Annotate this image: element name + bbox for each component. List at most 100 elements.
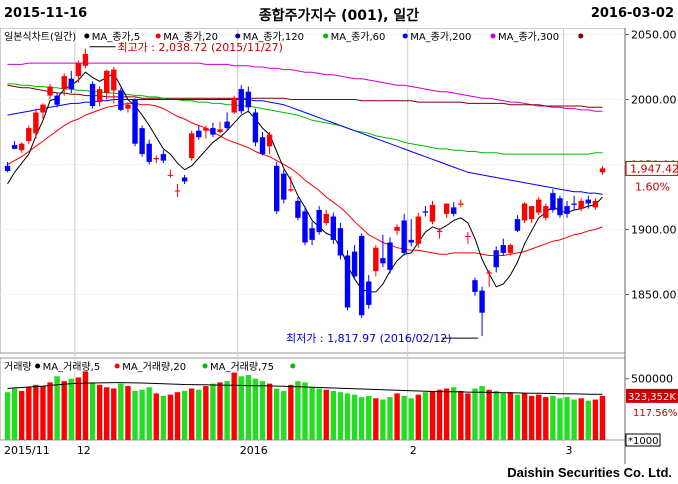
candle-body bbox=[238, 89, 244, 112]
volume-bar bbox=[288, 384, 294, 440]
candle-body bbox=[401, 220, 407, 253]
volume-bar bbox=[174, 392, 181, 440]
candle-body bbox=[210, 128, 216, 135]
stock-chart[interactable]: 2050.002000.001950.001900.001850.002015/… bbox=[0, 28, 678, 464]
volume-bar bbox=[54, 376, 60, 440]
volume-bar bbox=[316, 388, 322, 440]
volume-legend-swatch bbox=[114, 363, 120, 369]
last-volume-box bbox=[626, 388, 678, 403]
candle-body bbox=[422, 211, 429, 213]
price-legend-label: MA_종가,5 bbox=[92, 31, 140, 43]
volume-bar bbox=[387, 397, 393, 440]
candle-body bbox=[309, 228, 315, 240]
candle-body bbox=[323, 213, 329, 223]
volume-bar bbox=[281, 390, 287, 440]
candle-body bbox=[160, 154, 167, 161]
volume-bar bbox=[160, 395, 167, 440]
volume-bar bbox=[203, 386, 209, 440]
volume-bar bbox=[422, 392, 429, 440]
high-annotation: 최고가 : 2,038.72 (2015/11/27) bbox=[117, 41, 283, 54]
candle-body bbox=[196, 130, 202, 138]
volume-bar bbox=[96, 384, 103, 440]
candle-body bbox=[217, 129, 223, 132]
volume-bar bbox=[507, 392, 514, 440]
candle-body bbox=[408, 239, 414, 243]
volume-bar bbox=[323, 389, 329, 440]
candle-body bbox=[465, 236, 471, 237]
price-legend-swatch bbox=[402, 33, 408, 39]
chart-header: 2015-11-16 종합주가지수 (001), 일간 2016-03-02 bbox=[0, 0, 678, 28]
candle-body bbox=[188, 133, 195, 158]
candle-body bbox=[273, 165, 280, 212]
volume-bar bbox=[578, 398, 584, 440]
volume-bar bbox=[337, 392, 344, 440]
volume-bar bbox=[89, 382, 96, 440]
volume-bar bbox=[217, 382, 223, 440]
candle-body bbox=[578, 200, 584, 209]
candle-body bbox=[543, 206, 549, 218]
volume-bar bbox=[40, 386, 46, 440]
volume-bar bbox=[75, 377, 82, 440]
volume-bar bbox=[330, 390, 337, 440]
volume-bar bbox=[132, 390, 138, 440]
price-legend-label: 일본식차트(일간) bbox=[4, 31, 76, 43]
candle-body bbox=[550, 193, 556, 210]
volume-bar bbox=[358, 397, 365, 440]
volume-bar bbox=[259, 381, 266, 440]
candle-body bbox=[337, 228, 344, 256]
candle-body bbox=[451, 207, 457, 214]
volume-bar bbox=[245, 375, 252, 440]
volume-bar bbox=[401, 395, 407, 440]
last-price-box bbox=[625, 160, 678, 176]
candle-body bbox=[443, 203, 450, 214]
price-tick-label: 2050.00 bbox=[631, 29, 677, 42]
volume-bar bbox=[373, 398, 379, 440]
candle-body bbox=[592, 200, 599, 208]
volume-tick-label: 500000 bbox=[631, 373, 673, 386]
price-legend-label: MA_종가,60 bbox=[331, 31, 386, 43]
candle-body bbox=[557, 198, 563, 216]
volume-bar bbox=[181, 390, 188, 440]
candle-body bbox=[429, 204, 436, 222]
candle-body bbox=[11, 145, 18, 149]
volume-bar bbox=[252, 378, 259, 440]
x-tick-label: 2015/11 bbox=[4, 444, 50, 457]
candle-body bbox=[415, 216, 422, 244]
volume-bar bbox=[302, 382, 308, 440]
price-tick-label: 2000.00 bbox=[631, 94, 677, 107]
volume-legend-label: MA_거래량,75 bbox=[210, 361, 274, 373]
price-legend-label: MA_종가,200 bbox=[410, 31, 471, 43]
candle-body bbox=[472, 280, 478, 292]
candle-body bbox=[174, 190, 181, 192]
candle-body bbox=[224, 121, 230, 129]
volume-bar bbox=[493, 390, 499, 440]
last-ratio-label: 117.56% bbox=[633, 408, 678, 419]
candle-body bbox=[528, 206, 535, 220]
volume-bar bbox=[139, 389, 145, 440]
candle-body bbox=[104, 70, 110, 93]
volume-legend-label: MA_거래량,20 bbox=[122, 361, 186, 373]
last-volume-label: 323,352K bbox=[628, 392, 676, 403]
ma120-line bbox=[7, 84, 603, 108]
volume-legend-swatch bbox=[35, 363, 41, 369]
volume-bar bbox=[118, 383, 124, 440]
candle-body bbox=[231, 98, 237, 113]
candle-body bbox=[500, 245, 506, 253]
candle-body bbox=[564, 206, 570, 214]
candle-body bbox=[54, 95, 60, 105]
volume-bar bbox=[47, 382, 53, 440]
volume-bar bbox=[436, 389, 443, 440]
candle-body bbox=[40, 104, 46, 113]
volume-bar bbox=[224, 381, 230, 440]
volume-bar bbox=[196, 389, 202, 440]
volume-bar bbox=[443, 388, 450, 440]
candle-body bbox=[387, 242, 393, 270]
candle-body bbox=[521, 203, 528, 221]
volume-bar bbox=[592, 399, 599, 440]
price-legend-swatch bbox=[578, 33, 584, 39]
candle-body bbox=[47, 86, 53, 96]
volume-bar bbox=[273, 388, 280, 440]
volume-bar bbox=[408, 398, 414, 440]
start-date: 2015-11-16 bbox=[4, 6, 88, 21]
volume-bar bbox=[153, 393, 159, 440]
